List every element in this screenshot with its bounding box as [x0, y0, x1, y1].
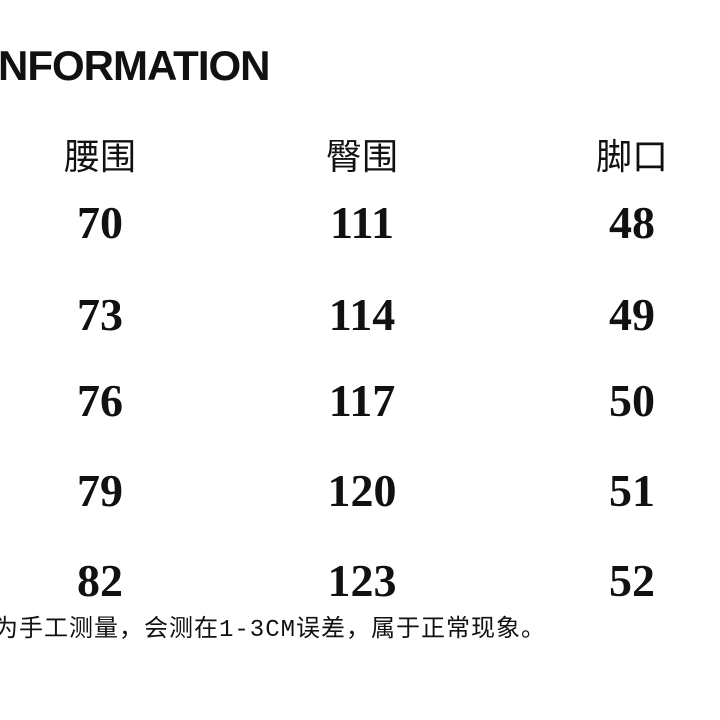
cell-value: 51 [609, 465, 655, 516]
cell-value: 123 [327, 555, 397, 606]
cell-value: 48 [609, 197, 655, 248]
cell-value: 49 [609, 289, 655, 340]
cell-value: 82 [77, 555, 123, 606]
cell-value: 114 [328, 289, 396, 340]
title: NFORMATION [0, 42, 271, 89]
cell-value: 73 [77, 289, 123, 340]
cell-value: 76 [77, 375, 123, 426]
cell-value: 117 [328, 375, 396, 426]
column-header: 脚口 [595, 136, 668, 177]
cell-value: 120 [327, 465, 397, 516]
cell-value: 50 [609, 375, 655, 426]
cell-value: 79 [77, 465, 123, 516]
cell-value: 111 [330, 197, 394, 248]
cell-value: 52 [609, 555, 655, 606]
cell-value: 70 [77, 197, 123, 248]
note: 为手工测量，会测在1-3CM误差，属于正常现象。 [0, 617, 547, 644]
column-header: 臀围 [325, 136, 398, 177]
column-header: 腰围 [63, 136, 136, 177]
